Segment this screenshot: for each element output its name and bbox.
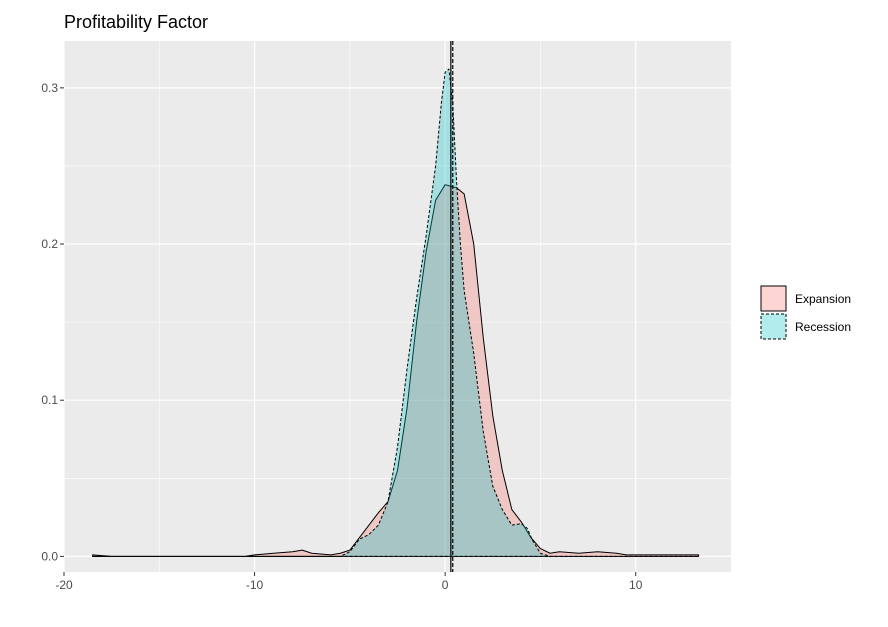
legend-label-expansion: Expansion xyxy=(795,292,851,306)
legend: Expansion Recession xyxy=(760,285,851,340)
y-tick-label: 0.0 xyxy=(41,549,58,563)
plot-panel xyxy=(64,41,731,572)
y-tick-label: 0.2 xyxy=(41,237,58,251)
legend-label-recession: Recession xyxy=(795,320,851,334)
x-tick-label: -20 xyxy=(55,578,73,592)
legend-key-recession xyxy=(760,313,787,340)
chart-title: Profitability Factor xyxy=(64,12,208,32)
x-tick-label: 10 xyxy=(629,578,643,592)
density-areas xyxy=(92,68,700,557)
legend-key-expansion xyxy=(760,285,787,312)
y-tick-label: 0.1 xyxy=(41,393,58,407)
x-tick-label: -10 xyxy=(246,578,264,592)
density-area-expansion xyxy=(92,184,700,557)
x-tick-label: 0 xyxy=(442,578,449,592)
y-axis: 0.0 0.1 0.2 0.3 xyxy=(41,81,64,563)
legend-key-background xyxy=(760,285,787,312)
y-tick-label: 0.3 xyxy=(41,81,58,95)
x-axis: -20 -10 0 10 xyxy=(55,572,643,592)
mean-lines xyxy=(450,41,454,572)
minor-gridlines xyxy=(64,41,731,572)
legend-key-background xyxy=(760,313,787,340)
density-area-recession xyxy=(92,68,700,557)
